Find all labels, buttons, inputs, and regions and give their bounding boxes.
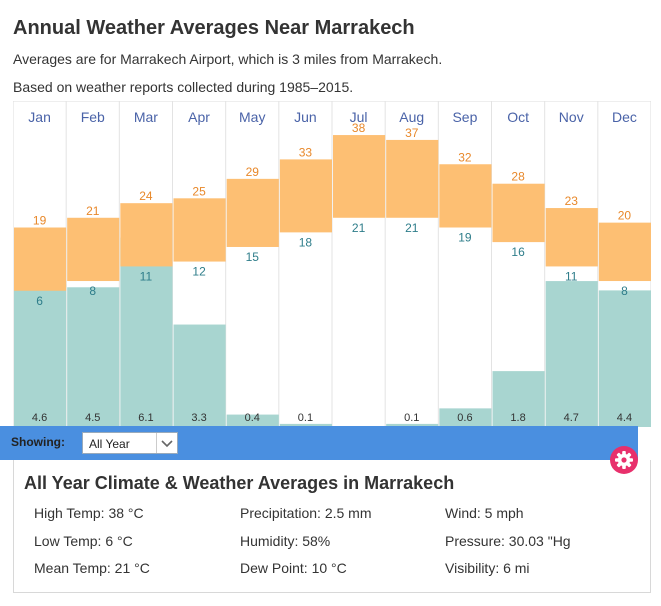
stat-humidity: Humidity: 58% xyxy=(240,533,331,549)
precip-label-jan: 4.6 xyxy=(32,412,47,424)
temp-range-bar-jun xyxy=(279,159,332,233)
precip-label-may: 0.4 xyxy=(245,412,260,424)
month-label-may: May xyxy=(239,109,265,125)
filter-bar: Showing: All Year xyxy=(0,426,638,460)
low-temp-label-jan: 6 xyxy=(36,294,43,308)
chevron-down-icon[interactable] xyxy=(156,433,177,453)
low-temp-label-apr: 12 xyxy=(192,265,206,279)
precip-label-jun: 0.1 xyxy=(298,412,313,424)
temp-range-bar-oct xyxy=(492,183,545,243)
high-temp-label-feb: 21 xyxy=(86,204,100,218)
stat-high-temp: High Temp: 38 °C xyxy=(34,505,144,521)
high-temp-label-jan: 19 xyxy=(33,214,47,228)
climate-summary-panel: All Year Climate & Weather Averages in M… xyxy=(13,460,651,593)
low-temp-label-mar: 11 xyxy=(140,269,153,283)
climate-chart: Jan 4.6 19 6 Feb 4.5 21 8 Mar 6.1 24 11 Apr 3.3 25 12 Ma… xyxy=(13,101,651,427)
precip-bar-aug xyxy=(386,423,439,427)
low-temp-label-feb: 8 xyxy=(89,284,96,298)
stat-dew-point: Dew Point: 10 °C xyxy=(240,560,347,576)
low-temp-label-jun: 18 xyxy=(299,235,313,249)
precip-label-feb: 4.5 xyxy=(85,412,100,424)
precip-label-sep: 0.6 xyxy=(457,412,472,424)
precip-bar-oct xyxy=(492,371,545,427)
precip-label-oct: 1.8 xyxy=(510,412,525,424)
temp-range-bar-mar xyxy=(120,203,173,267)
month-label-jun: Jun xyxy=(294,109,317,125)
stat-mean-temp: Mean Temp: 21 °C xyxy=(34,560,150,576)
high-temp-label-dec: 20 xyxy=(618,209,632,223)
high-temp-label-sep: 32 xyxy=(458,150,472,164)
low-temp-label-nov: 11 xyxy=(565,269,578,283)
month-label-aug: Aug xyxy=(399,109,424,125)
low-temp-label-dec: 8 xyxy=(621,284,628,298)
temp-range-bar-jul xyxy=(333,135,386,218)
precip-bar-may xyxy=(226,414,279,427)
low-temp-label-may: 15 xyxy=(246,250,260,264)
month-label-apr: Apr xyxy=(188,109,210,125)
low-temp-label-sep: 19 xyxy=(458,231,472,245)
low-temp-label-aug: 21 xyxy=(405,221,419,235)
high-temp-label-mar: 24 xyxy=(139,189,153,203)
temp-range-bar-dec xyxy=(598,222,651,282)
stat-pressure: Pressure: 30.03 "Hg xyxy=(445,533,571,549)
low-temp-label-jul: 21 xyxy=(352,221,366,235)
precip-label-apr: 3.3 xyxy=(191,412,206,424)
temp-range-bar-apr xyxy=(173,198,226,262)
page-title: Annual Weather Averages Near Marrakech xyxy=(13,17,415,39)
temp-range-bar-sep xyxy=(439,164,492,228)
precip-bar-dec xyxy=(598,290,651,427)
summary-title: All Year Climate & Weather Averages in M… xyxy=(24,473,455,493)
precip-bar-jun xyxy=(279,423,332,427)
settings-gear-icon[interactable] xyxy=(610,446,638,474)
period-select-value: All Year xyxy=(89,437,130,451)
precip-label-mar: 6.1 xyxy=(138,412,153,424)
temp-range-bar-nov xyxy=(545,208,598,267)
precip-label-dec: 4.4 xyxy=(617,412,632,424)
period-select[interactable]: All Year xyxy=(82,432,178,454)
high-temp-label-may: 29 xyxy=(246,165,260,179)
precip-label-aug: 0.1 xyxy=(404,412,419,424)
stat-wind: Wind: 5 mph xyxy=(445,505,524,521)
temp-range-bar-may xyxy=(226,178,279,247)
precip-bar-sep xyxy=(439,408,492,427)
temp-range-bar-jan xyxy=(14,227,67,291)
month-label-mar: Mar xyxy=(134,109,158,125)
temp-range-bar-aug xyxy=(386,139,439,218)
temp-range-bar-feb xyxy=(67,217,120,282)
stat-visibility: Visibility: 6 mi xyxy=(445,560,530,576)
stat-low-temp: Low Temp: 6 °C xyxy=(34,533,133,549)
high-temp-label-aug: 37 xyxy=(405,126,419,140)
high-temp-label-apr: 25 xyxy=(192,184,206,198)
month-label-dec: Dec xyxy=(612,109,637,125)
precip-bar-nov xyxy=(545,281,598,427)
month-label-jan: Jan xyxy=(28,109,51,125)
high-temp-label-jun: 33 xyxy=(299,145,313,159)
precip-label-nov: 4.7 xyxy=(564,412,579,424)
precip-bar-apr xyxy=(173,324,226,427)
airport-note: Averages are for Marrakech Airport, whic… xyxy=(13,51,443,67)
showing-label: Showing: xyxy=(11,435,65,449)
month-label-feb: Feb xyxy=(81,109,105,125)
month-label-oct: Oct xyxy=(507,109,529,125)
month-label-sep: Sep xyxy=(452,109,477,125)
precip-bar-mar xyxy=(120,237,173,427)
high-temp-label-nov: 23 xyxy=(565,194,579,208)
data-period-note: Based on weather reports collected durin… xyxy=(13,79,354,95)
precip-bar-jan xyxy=(14,284,67,427)
high-temp-label-jul: 38 xyxy=(352,121,366,135)
low-temp-label-oct: 16 xyxy=(511,245,525,259)
month-label-jul: Jul xyxy=(350,109,368,125)
precip-bar-feb xyxy=(67,287,120,427)
high-temp-label-oct: 28 xyxy=(511,170,525,184)
stat-precipitation: Precipitation: 2.5 mm xyxy=(240,505,372,521)
month-label-nov: Nov xyxy=(559,109,584,125)
